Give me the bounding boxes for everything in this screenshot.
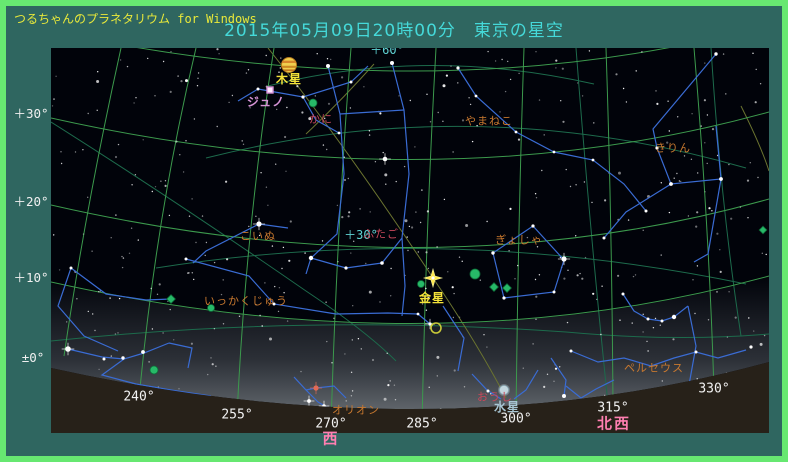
constellation-line [550, 357, 567, 397]
juno-icon [266, 86, 274, 94]
chart-title: 2015年05月09日20時00分 東京の星空 [224, 21, 564, 41]
constellation-line [693, 178, 722, 263]
bright-star [382, 156, 388, 162]
constellation-line [401, 237, 406, 317]
bright-star [344, 266, 348, 270]
deep-sky-object [149, 365, 159, 375]
bright-star [552, 290, 556, 294]
bright-star [337, 131, 341, 135]
bright-star [655, 146, 659, 150]
constellation-line [652, 53, 722, 185]
bright-star [256, 87, 260, 91]
deep-sky-object [417, 280, 425, 288]
sky-chart[interactable] [6, 6, 788, 462]
bright-star [562, 394, 566, 398]
constellation-line [70, 267, 172, 301]
ring-marker-icon [430, 322, 442, 334]
deep-sky-object [758, 225, 768, 235]
bright-star [326, 64, 330, 68]
constellation-line [687, 305, 697, 386]
bright-star [671, 314, 677, 320]
constellation-line [257, 65, 369, 98]
constellation-line [302, 96, 340, 134]
twilight-glow [51, 277, 769, 410]
constellation-line [513, 369, 539, 400]
bright-star [121, 356, 125, 360]
bright-star [491, 251, 495, 255]
ground [51, 362, 769, 433]
constellation-line [492, 225, 565, 299]
bright-star [307, 399, 311, 403]
deep-sky-object [308, 98, 318, 108]
bright-star [301, 95, 305, 99]
constellation-line [100, 358, 212, 397]
bright-star [141, 350, 145, 354]
bright-star [646, 317, 650, 321]
bright-star [591, 158, 595, 162]
constellation-line [570, 349, 747, 367]
mercury-icon [498, 384, 510, 396]
bright-star [390, 61, 394, 65]
bright-star [456, 66, 460, 70]
bright-star [486, 389, 490, 393]
bright-star [644, 209, 648, 213]
bright-star [531, 224, 535, 228]
bright-star [719, 177, 723, 181]
bright-star [714, 52, 718, 56]
constellation-line [315, 385, 347, 399]
bright-star [416, 312, 420, 316]
constellation-line [442, 305, 465, 372]
constellation-line [57, 267, 119, 352]
bright-star [621, 292, 625, 296]
bright-star [428, 322, 432, 326]
deep-sky-object [469, 268, 481, 280]
jupiter-icon [281, 57, 297, 73]
bright-star [256, 221, 262, 227]
constellation-line [603, 183, 672, 239]
constellation-line [622, 293, 689, 322]
bright-star [669, 182, 673, 186]
bright-star [694, 350, 698, 354]
bright-star [65, 346, 71, 352]
bright-star [308, 255, 314, 261]
app-title: つるちゃんのプラネタリウム for Windows [14, 12, 257, 26]
bright-star [313, 385, 319, 391]
bright-star [69, 266, 73, 270]
bright-star [502, 296, 506, 300]
bright-star [102, 357, 106, 361]
constellation-line [237, 88, 259, 102]
constellation-line [192, 223, 289, 264]
constellation-line [339, 109, 405, 115]
bright-star [474, 94, 478, 98]
deep-sky-object [502, 283, 512, 293]
deep-sky-object [166, 294, 176, 304]
bright-star [561, 256, 567, 262]
constellation-line [168, 342, 193, 369]
bright-star [272, 302, 276, 306]
bright-star [349, 80, 353, 84]
constellation-line [565, 379, 615, 399]
deep-sky-object [207, 304, 215, 312]
bright-star [569, 349, 573, 353]
constellation-line [305, 65, 345, 275]
venus-icon [422, 267, 444, 289]
constellation-line [381, 62, 410, 264]
bright-star [380, 261, 384, 265]
bright-star [552, 150, 556, 154]
bright-star [749, 345, 753, 349]
bright-star [184, 257, 188, 261]
bright-star [514, 130, 518, 134]
bright-star [660, 319, 664, 323]
deep-sky-object [489, 282, 499, 292]
bright-star [602, 236, 606, 240]
